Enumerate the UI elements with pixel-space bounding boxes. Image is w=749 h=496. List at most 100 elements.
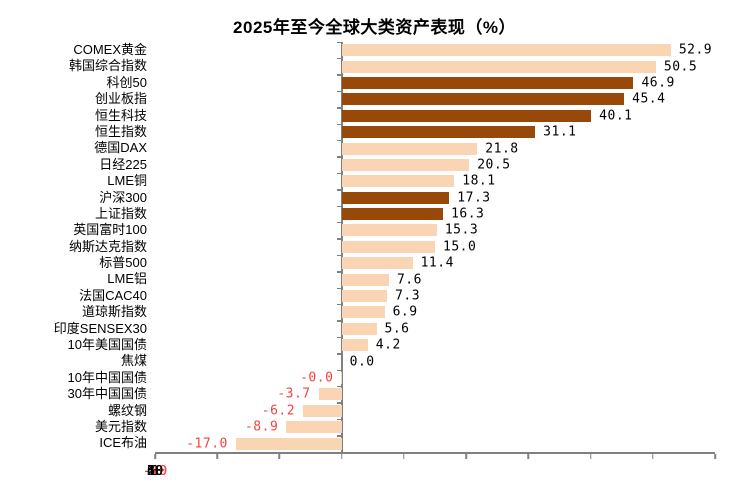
category-label: 螺纹钢 <box>107 402 147 418</box>
bar <box>341 126 536 139</box>
bar <box>341 208 444 221</box>
value-label: 4.2 <box>375 337 401 353</box>
bar <box>341 306 385 319</box>
bar <box>341 93 625 106</box>
bar-row: 沪深300 17.3 <box>0 190 715 206</box>
x-axis-tick <box>403 454 405 459</box>
x-axis-tick <box>278 454 281 459</box>
bar <box>341 322 377 335</box>
bar <box>341 60 656 73</box>
bar-row: ICE布油 -17.0 <box>0 435 715 451</box>
value-label: 40.1 <box>599 108 633 124</box>
bar <box>341 44 671 57</box>
bar-track: -6.2 <box>155 403 715 419</box>
x-axis-tick <box>465 454 467 459</box>
category-label: 日经225 <box>99 156 147 172</box>
category-label: 标普500 <box>99 255 147 271</box>
bar-row: 螺纹钢 -6.2 <box>0 403 715 419</box>
value-label: 21.8 <box>485 141 519 157</box>
bar <box>286 421 342 434</box>
x-axis-tick-label: 60 <box>146 463 164 479</box>
bar-row: 恒生科技 40.1 <box>0 108 715 124</box>
category-label: 30年中国国债 <box>67 386 147 402</box>
x-axis-tick-label: 50 <box>146 463 164 479</box>
x-axis-tick-label: 20 <box>146 463 164 479</box>
category-label: 创业板指 <box>94 91 147 107</box>
bar-row: 韩国综合指数 50.5 <box>0 58 715 74</box>
category-label: 印度SENSEX30 <box>53 320 147 336</box>
category-label: 法国CAC40 <box>79 287 147 303</box>
bar-row: 10年中国国债 -0.0 <box>0 370 715 386</box>
x-axis-tick <box>714 454 716 459</box>
value-label: -0.0 <box>300 370 334 386</box>
category-label: 10年美国国债 <box>67 337 147 353</box>
x-axis-tick <box>340 454 343 459</box>
category-label: 科创50 <box>106 74 147 90</box>
category-label: 韩国综合指数 <box>68 58 147 74</box>
bar-track: 50.5 <box>155 58 715 74</box>
value-label: 7.3 <box>395 288 421 304</box>
bar <box>341 257 413 270</box>
bar-rows: COMEX黄金 52.9 韩国综合指数 50.5 科创50 46.9 创业板指 … <box>0 41 715 453</box>
value-label: 0.0 <box>349 354 375 370</box>
bar-row: 恒生指数 31.1 <box>0 124 715 140</box>
x-axis-tick-label: 40 <box>146 463 164 479</box>
category-label: ICE布油 <box>99 435 147 451</box>
category-label: 焦煤 <box>120 353 147 369</box>
category-label: LME铜 <box>107 173 147 189</box>
category-label: 美元指数 <box>94 418 147 434</box>
bar <box>341 109 592 122</box>
value-label: -6.2 <box>261 403 296 419</box>
x-axis-tick-label: 10 <box>146 463 164 479</box>
bar <box>341 191 450 204</box>
bar-track: 5.6 <box>155 321 715 337</box>
bar-row: 10年美国国债 4.2 <box>0 337 715 353</box>
x-axis-tick-label: 0 <box>150 463 160 479</box>
x-axis-tick <box>216 454 218 459</box>
bar-row: 标普500 11.4 <box>0 255 715 271</box>
bar-track: -17.0 <box>155 435 715 451</box>
x-axis-tick-label: 30 <box>146 463 164 479</box>
bar-row: 印度SENSEX30 5.6 <box>0 321 715 337</box>
bar <box>341 158 470 171</box>
bar-row: 上证指数 16.3 <box>0 206 715 222</box>
x-axis-tick <box>589 454 592 459</box>
bar-track: 46.9 <box>155 75 715 91</box>
category-label: 10年中国国债 <box>67 369 147 385</box>
bar-track: 16.3 <box>155 206 715 222</box>
bar <box>341 224 437 237</box>
category-label: 德国DAX <box>94 140 147 156</box>
value-label: 15.0 <box>443 239 477 255</box>
x-axis-tick-label: -30 <box>142 463 168 479</box>
value-label: 17.3 <box>457 190 491 206</box>
bar-row: COMEX黄金 52.9 <box>0 42 715 58</box>
bar <box>303 404 342 417</box>
bar-track: 31.1 <box>155 124 715 140</box>
category-label: 纳斯达克指数 <box>68 238 147 254</box>
bar-track: 6.9 <box>155 304 715 320</box>
bar-track: 45.4 <box>155 91 715 107</box>
bar-row: 法国CAC40 7.3 <box>0 288 715 304</box>
value-label: 45.4 <box>632 91 666 107</box>
bar-track: 21.8 <box>155 140 715 156</box>
bar-track: 15.3 <box>155 222 715 238</box>
value-label: 18.1 <box>462 173 496 189</box>
bar-track: -8.9 <box>155 419 715 435</box>
bar-row: 创业板指 45.4 <box>0 91 715 107</box>
x-axis: -30 -20 -10 0 10 20 30 40 50 60 <box>143 452 716 494</box>
bar-track: 15.0 <box>155 239 715 255</box>
category-label: 英国富时100 <box>73 222 147 238</box>
bar-track: 7.6 <box>155 271 715 287</box>
bar-track: 0.0 <box>155 353 715 369</box>
x-axis-tick-label: -20 <box>142 463 168 479</box>
x-axis-tick <box>154 454 156 459</box>
bar-track: 17.3 <box>155 190 715 206</box>
category-label: 道琼斯指数 <box>81 304 147 320</box>
bar-track: 40.1 <box>155 108 715 124</box>
bar-row: 焦煤 0.0 <box>0 353 715 369</box>
bar <box>318 388 342 401</box>
bar-row: 日经225 20.5 <box>0 157 715 173</box>
x-axis-tick-label: -10 <box>142 463 168 479</box>
value-label: -17.0 <box>186 436 228 452</box>
